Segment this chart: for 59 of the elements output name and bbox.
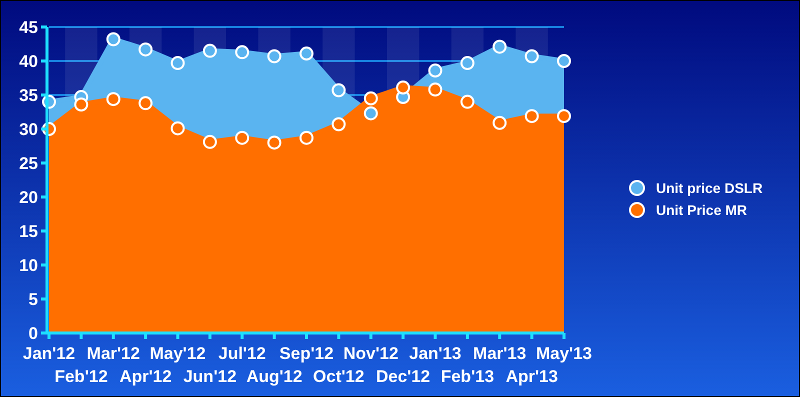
point (170, 56, 185, 70)
x-tick-label: Dec'12 (376, 367, 430, 386)
point (202, 134, 217, 149)
x-tick-label: Nov'12 (343, 344, 398, 363)
x-tick-label: Mar'13 (473, 344, 526, 363)
point (524, 49, 539, 64)
point (428, 82, 442, 97)
point (524, 109, 539, 124)
legend-label: Unit Price MR (656, 202, 748, 218)
point (138, 96, 153, 110)
x-tick-label: Apr'12 (119, 367, 172, 386)
x-tick-label: Jan'13 (409, 344, 462, 363)
x-tick-label: May'13 (536, 344, 592, 363)
point (267, 136, 282, 150)
point (332, 83, 346, 98)
point (74, 98, 88, 112)
y-tick-label: 25 (19, 154, 38, 173)
point (300, 46, 314, 61)
point (106, 92, 120, 106)
y-tick-label: 45 (19, 18, 38, 37)
point (364, 91, 378, 106)
y-tick-label: 0 (28, 324, 38, 343)
x-tick-label: Apr'13 (506, 367, 558, 386)
point (170, 121, 185, 136)
x-tick-label: Jan'12 (22, 344, 76, 363)
x-tick-label: Feb'13 (440, 367, 494, 386)
point (460, 56, 474, 70)
legend-label: Unit price DSLR (656, 180, 763, 196)
x-tick-label: Oct'12 (313, 367, 364, 386)
point (396, 80, 410, 95)
point (267, 49, 282, 64)
y-tick-label: 15 (19, 222, 38, 241)
y-tick-label: 40 (19, 52, 38, 71)
point (332, 117, 346, 132)
point (492, 40, 507, 54)
y-tick-label: 35 (19, 86, 38, 105)
y-tick-label: 30 (19, 120, 38, 139)
point (106, 32, 120, 46)
x-tick-label: Feb'12 (54, 367, 108, 386)
x-tick-label: Aug'12 (246, 367, 302, 386)
y-tick-label: 20 (19, 188, 38, 207)
point (557, 54, 571, 68)
x-tick-label: Jun'12 (183, 367, 237, 386)
x-tick-label: Jul'12 (218, 344, 266, 363)
point (202, 44, 217, 58)
y-tick-label: 5 (28, 290, 38, 309)
x-tick-label: Mar'12 (86, 344, 140, 363)
point (460, 94, 474, 109)
point (364, 106, 378, 120)
point (138, 42, 153, 56)
point (300, 130, 314, 145)
y-tick-label: 10 (19, 256, 38, 275)
point (557, 109, 571, 124)
point (235, 130, 250, 145)
x-tick-label: May'12 (150, 344, 206, 363)
point (235, 45, 250, 60)
x-tick-label: Sep'12 (279, 344, 334, 363)
point (428, 64, 442, 78)
point (492, 116, 507, 130)
